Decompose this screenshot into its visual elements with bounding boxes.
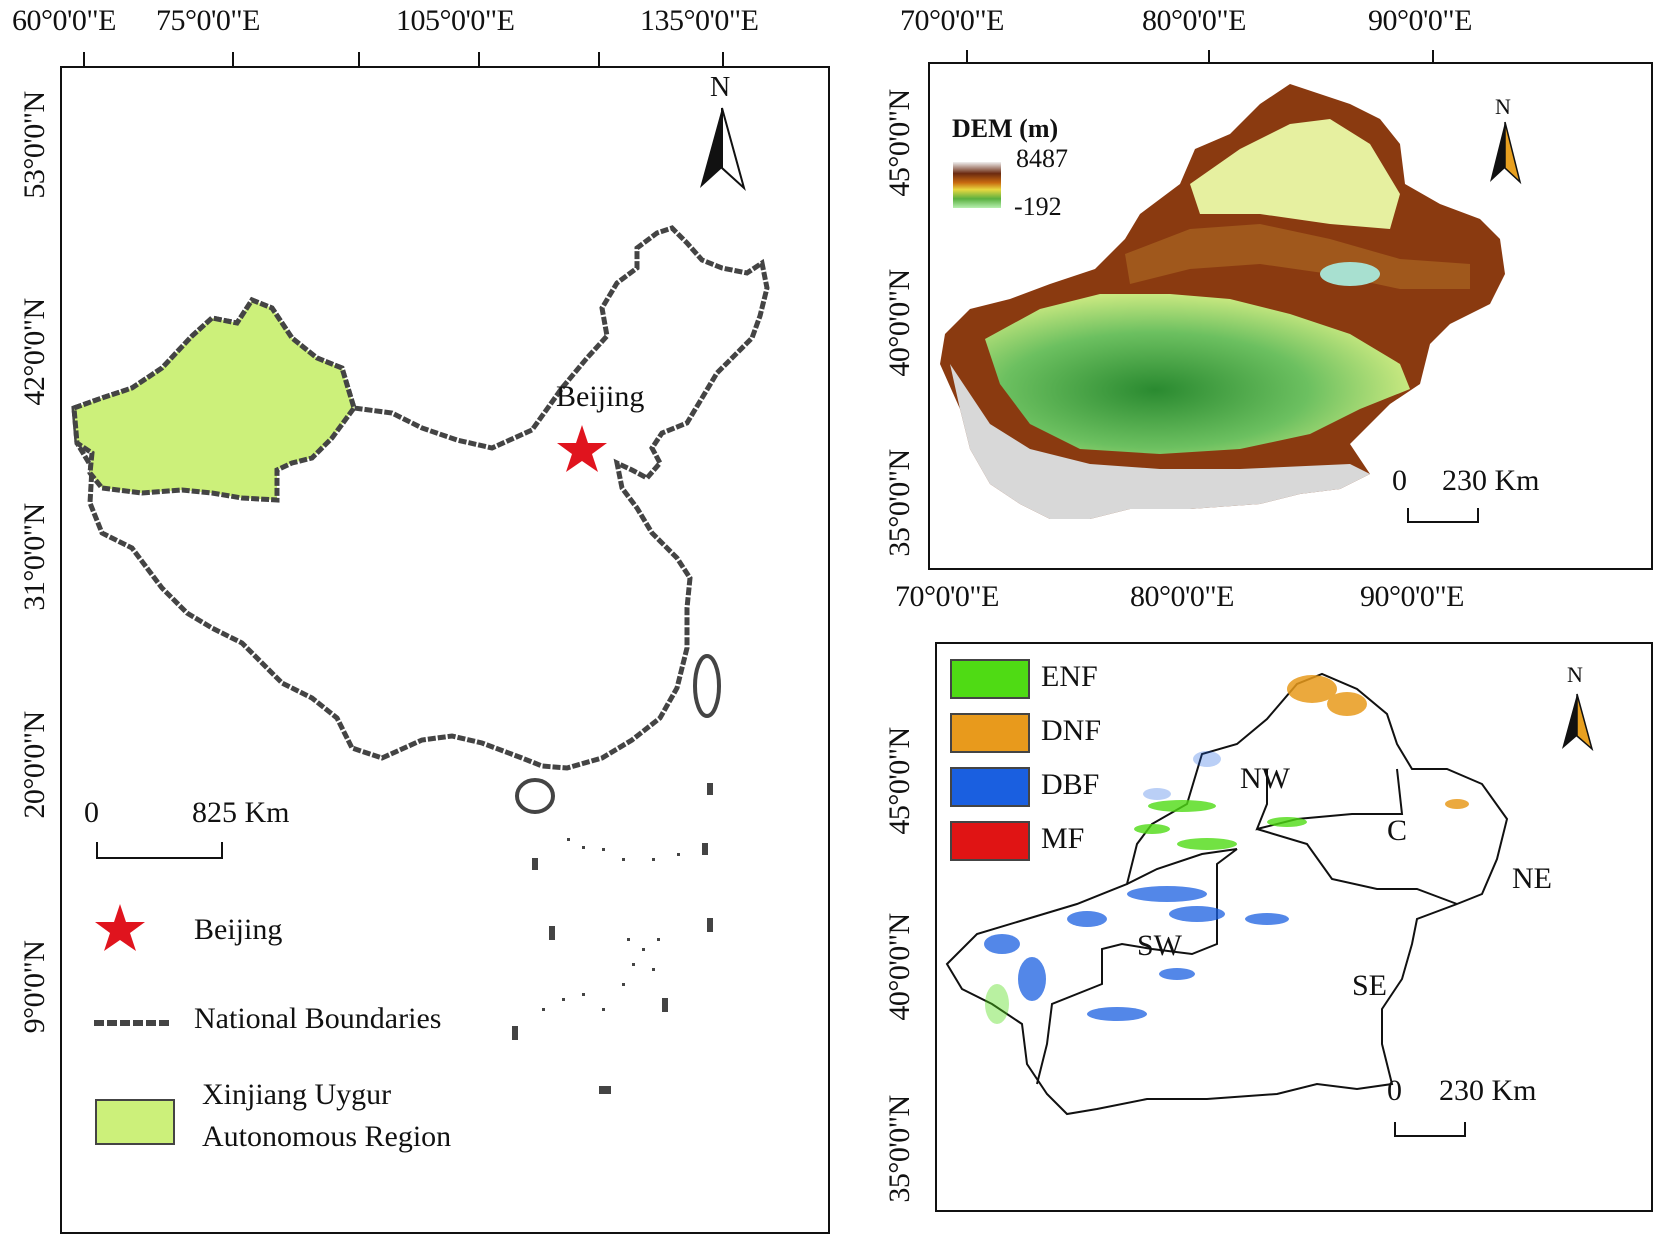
scale-distance-label: 230 Km [1439,1074,1537,1107]
legend-enf-label: ENF [1041,660,1098,693]
map-frame: ENF DNF DBF MF NW C NE SW SE N 0 230 Km [935,642,1653,1212]
region-label-se: SE [1352,969,1388,1002]
dnf-patches [1287,675,1469,809]
top-tick-label: 90°0'0"E [1368,4,1472,37]
tick-mark [966,50,968,62]
left-tick-label: 40°0'0"N [883,269,916,377]
enf-patches [985,800,1307,1024]
left-tick-label: 35°0'0"N [883,449,916,557]
left-tick-label: 45°0'0"N [883,727,916,835]
tarim-basin [985,294,1410,454]
china-boundary [71,225,770,771]
tick-mark [598,52,600,66]
top-tick-label: 105°0'0"E [396,4,515,37]
left-tick-label: 45°0'0"N [883,89,916,197]
scale-bar [96,842,223,859]
tianshan-range [1125,224,1470,289]
scale-zero-label: 0 [1387,1074,1402,1107]
turpan-depression [1320,262,1380,286]
dem-legend-min: -192 [1014,192,1062,221]
beijing-label: Beijing [556,380,645,413]
north-label: N [710,72,731,103]
china-map-svg [71,107,770,1145]
legend-region-label-line1: Xinjiang Uygur [202,1078,392,1111]
south-china-sea-islands [512,783,713,1094]
legend-dnf-swatch [950,713,1030,753]
north-arrow-icon [1490,121,1522,185]
left-tick-label: 9°0'0"N [18,940,51,1034]
xinjiang-outline [945,672,1509,1116]
tick-mark [722,52,724,66]
tick-mark [358,52,360,66]
scale-bar [1394,1122,1466,1137]
top-tick-label: 80°0'0"E [1142,4,1246,37]
dem-map-svg [940,84,1522,523]
tick-mark [1432,50,1434,62]
legend-enf-swatch [950,659,1030,699]
scale-distance-label: 825 Km [192,796,290,829]
taiwan-island [693,654,721,718]
kunlun-snow [950,364,1370,519]
bottom-tick-label: 80°0'0"E [1130,580,1234,613]
top-tick-label: 60°0'0"E [12,4,116,37]
map-frame: DEM (m) 8487 -192 N 0 230 Km [928,62,1653,570]
bottom-tick-label: 90°0'0"E [1360,580,1464,613]
north-arrow-icon [1562,693,1594,752]
tick-mark [1208,50,1210,62]
north-arrow-icon [700,107,746,192]
beijing-star-marker [557,425,607,472]
region-label-c: C [1387,814,1408,847]
north-label: N [1567,662,1583,687]
dbf-patches [984,751,1289,1021]
bottom-tick-label: 70°0'0"E [895,580,999,613]
left-tick-label: 31°0'0"N [18,503,51,611]
top-tick-label: 135°0'0"E [640,4,759,37]
north-label: N [1495,94,1511,119]
scale-distance-label: 230 Km [1442,464,1540,497]
region-label-ne: NE [1512,862,1552,895]
tick-mark [232,52,234,66]
left-tick-label: 53°0'0"N [18,91,51,199]
scale-bar [1407,508,1479,523]
left-tick-label: 40°0'0"N [883,913,916,1021]
map-frame: N Beijing 0 825 Km Beijing National Boun… [60,66,830,1234]
dem-legend-title: DEM (m) [952,114,1059,143]
scale-zero-label: 0 [84,796,99,829]
legend-mf-swatch [950,821,1030,861]
left-tick-label: 35°0'0"N [883,1095,916,1203]
legend-star-icon [95,904,145,951]
tick-mark [478,52,480,66]
legend-boundaries-label: National Boundaries [194,1002,442,1035]
junggar-basin [1190,119,1400,229]
scale-zero-label: 0 [1392,464,1407,497]
legend-mf-label: MF [1041,822,1085,855]
hainan-island [515,778,555,814]
forest-map-svg [945,659,1594,1137]
left-tick-label: 20°0'0"N [18,711,51,819]
top-tick-label: 75°0'0"E [156,4,260,37]
legend-dbf-swatch [950,767,1030,807]
dem-legend-max: 8487 [1016,144,1068,173]
dem-legend-ramp [953,162,1001,208]
legend-dnf-label: DNF [1041,714,1102,747]
legend-region-label-line2: Autonomous Region [202,1120,452,1153]
legend-region-swatch [95,1099,175,1145]
legend-beijing-label: Beijing [194,913,283,946]
region-label-sw: SW [1137,929,1182,962]
legend-dbf-label: DBF [1041,768,1100,801]
xinjiang-region [71,296,357,503]
region-label-nw: NW [1240,762,1290,795]
top-tick-label: 70°0'0"E [900,4,1004,37]
left-tick-label: 42°0'0"N [18,298,51,406]
tick-mark [83,52,85,66]
